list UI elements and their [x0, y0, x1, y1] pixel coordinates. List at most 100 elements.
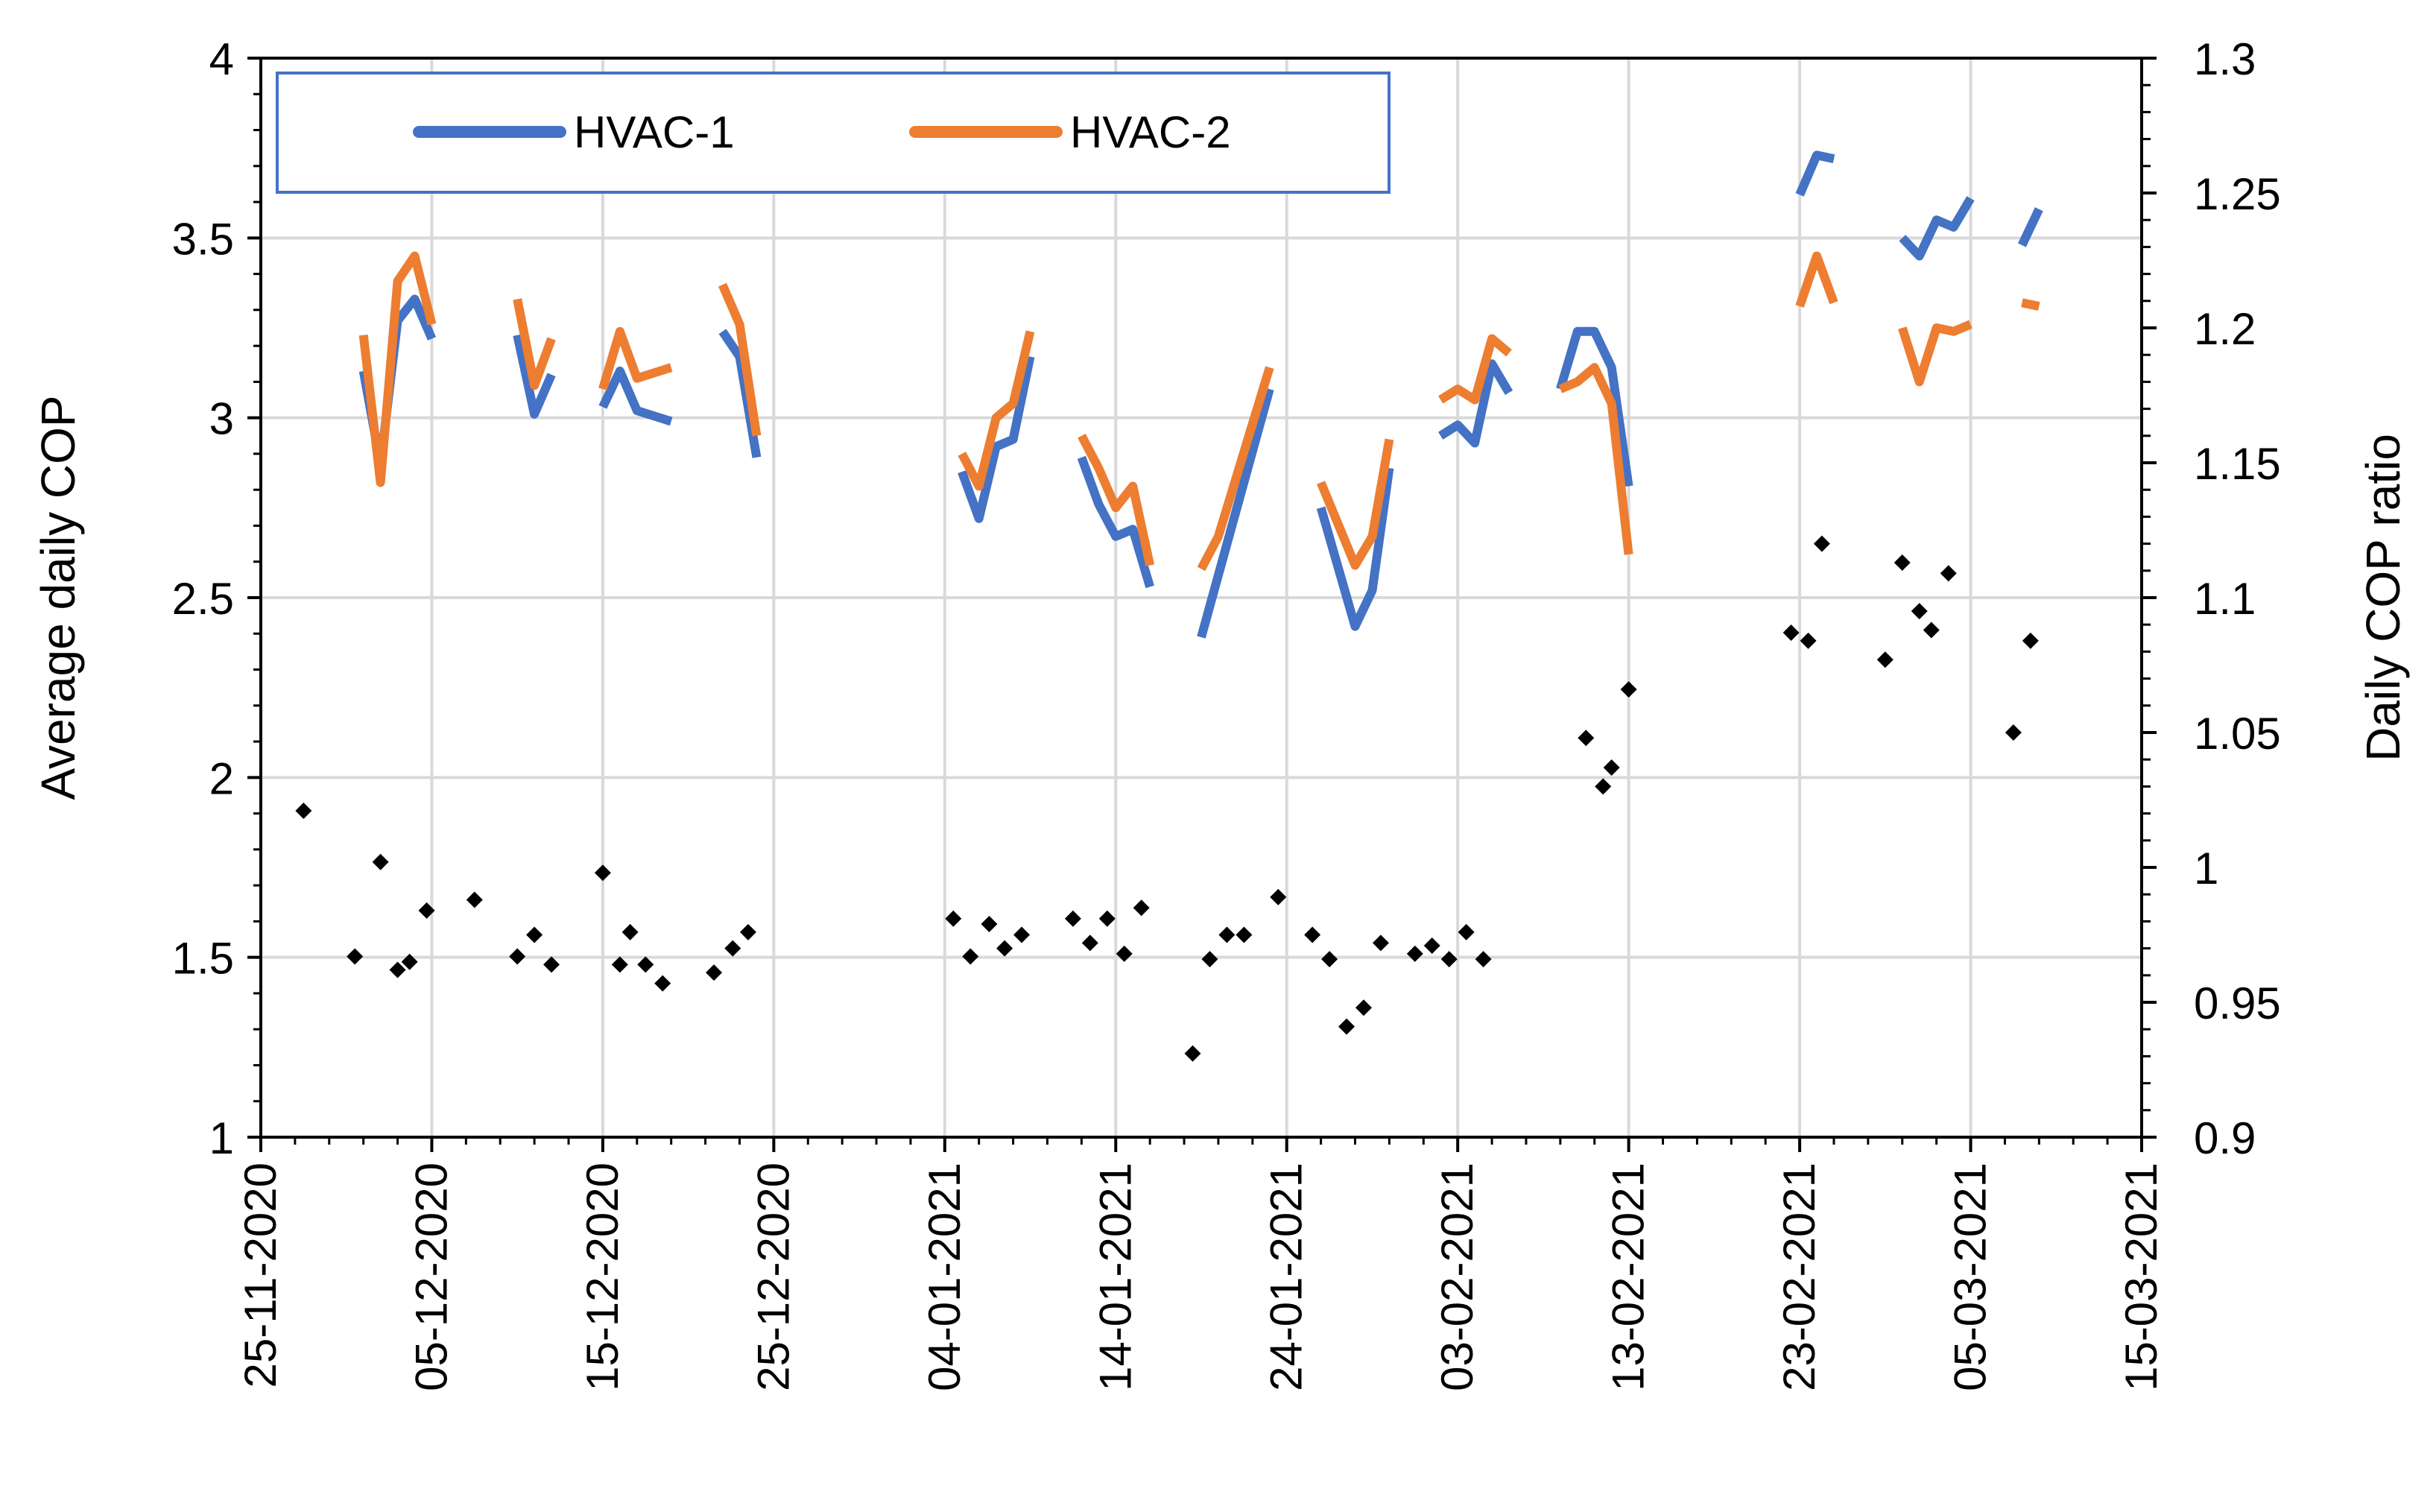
- ratio-point: [347, 948, 364, 965]
- x-tick-label: 24-01-2021: [1262, 1163, 1312, 1391]
- ratio-point: [2022, 632, 2039, 649]
- legend-label-hvac-2: HVAC-2: [1070, 107, 1231, 157]
- ratio-point: [1321, 951, 1338, 968]
- series-line-hvac-1: [2017, 207, 2043, 247]
- series-line-hvac-2: [718, 282, 762, 437]
- ratio-point: [611, 956, 628, 973]
- series-line-hvac-1: [1077, 455, 1154, 589]
- ratio-point: [1270, 888, 1287, 905]
- ratio-point: [1081, 934, 1098, 952]
- ratio-point: [1876, 651, 1894, 668]
- y2-tick-label: 1.1: [2194, 574, 2256, 624]
- y2-axis-title: Daily COP ratio: [2356, 434, 2410, 762]
- ratio-point: [594, 864, 611, 882]
- ratio-point: [1578, 730, 1595, 747]
- ratio-point: [1372, 934, 1389, 952]
- y-tick-label: 2.5: [172, 574, 234, 624]
- y2-tick-label: 1.3: [2194, 34, 2256, 84]
- y2-tick-label: 0.9: [2194, 1113, 2256, 1163]
- x-tick-label: 04-01-2021: [920, 1163, 969, 1391]
- x-tick-label: 05-03-2021: [1946, 1163, 1996, 1391]
- y-tick-label: 3.5: [172, 214, 234, 264]
- ratio-point: [1304, 926, 1321, 943]
- ratio-point: [389, 961, 406, 978]
- legend: HVAC-1 HVAC-2: [276, 72, 1391, 194]
- y2-tick-label: 1.15: [2194, 439, 2281, 489]
- ratio-point: [526, 926, 543, 943]
- ratio-point: [724, 940, 741, 957]
- x-tick-label: 25-12-2020: [748, 1163, 798, 1391]
- ratio-point: [1133, 899, 1150, 917]
- y-axis-title: Average daily COP: [31, 395, 85, 800]
- ratio-point: [295, 802, 312, 819]
- ratio-point: [981, 916, 998, 933]
- legend-label-hvac-1: HVAC-1: [574, 107, 735, 157]
- ratio-point: [1782, 624, 1800, 642]
- series-line-hvac-2: [1438, 334, 1512, 405]
- ratio-point: [1475, 951, 1492, 968]
- series-line-hvac-2: [513, 298, 556, 390]
- ratio-point: [1184, 1045, 1201, 1062]
- series-line-hvac-1: [1316, 467, 1394, 631]
- x-tick-label: 05-12-2020: [406, 1163, 456, 1391]
- ratio-point: [654, 975, 671, 992]
- series-line-hvac-2: [2021, 298, 2040, 311]
- x-tick-label: 03-02-2021: [1432, 1163, 1482, 1391]
- ratio-point: [945, 910, 962, 927]
- ratio-point: [466, 891, 483, 908]
- ratio-point: [1406, 945, 1423, 962]
- series-line-hvac-1: [1556, 326, 1633, 487]
- y2-tick-label: 1: [2194, 844, 2218, 893]
- ratio-point: [962, 948, 979, 965]
- series-line-hvac-2: [958, 330, 1035, 491]
- y-tick-label: 3: [209, 394, 234, 444]
- ratio-point: [1338, 1018, 1355, 1035]
- ratio-point: [1894, 554, 1911, 571]
- ratio-point: [1013, 926, 1031, 943]
- x-tick-label: 15-03-2021: [2116, 1163, 2166, 1391]
- series-line-hvac-2: [1197, 366, 1274, 572]
- ratio-point: [1458, 923, 1475, 940]
- ratio-point: [996, 940, 1013, 957]
- ratio-point: [1236, 926, 1253, 943]
- series-line-hvac-1: [1438, 359, 1513, 448]
- ratio-point: [1595, 778, 1612, 795]
- y-tick-label: 1.5: [172, 934, 234, 984]
- series-line-hvac-1: [1899, 196, 1975, 261]
- y2-tick-label: 1.2: [2194, 304, 2256, 354]
- ratio-point: [621, 923, 639, 940]
- y-tick-label: 1: [209, 1113, 234, 1163]
- y2-tick-label: 0.95: [2194, 978, 2281, 1028]
- ratio-point: [1116, 945, 1133, 962]
- ratio-point: [372, 853, 389, 870]
- ratio-point: [1620, 681, 1637, 698]
- series-line-hvac-1: [598, 366, 673, 426]
- ratio-point: [1355, 999, 1372, 1016]
- axes-layer: 25-11-2020 05-12-2020 15-12-2020 25-12-2020…: [172, 34, 2281, 1391]
- series-layer: [295, 151, 2043, 1062]
- series-line-hvac-1: [1197, 388, 1274, 639]
- ratio-point: [1940, 565, 1957, 582]
- ratio-point: [1800, 632, 1817, 649]
- ratio-point: [706, 964, 723, 981]
- series-line-hvac-2: [358, 251, 437, 487]
- series-line-hvac-1: [1795, 151, 1835, 197]
- ratio-point: [543, 956, 560, 973]
- x-tick-label: 15-12-2020: [578, 1163, 627, 1391]
- series-line-hvac-2: [1898, 320, 1972, 387]
- ratio-point: [1813, 535, 1830, 552]
- x-tick-label: 14-01-2021: [1090, 1163, 1140, 1391]
- ratio-point: [1440, 951, 1458, 968]
- ratio-point: [739, 923, 756, 940]
- y2-tick-label: 1.05: [2194, 709, 2281, 759]
- ratio-point: [1218, 926, 1236, 943]
- ratio-point: [509, 948, 526, 965]
- series-line-hvac-2: [1795, 251, 1838, 308]
- ratio-point: [1603, 759, 1620, 776]
- y-tick-label: 4: [209, 34, 234, 84]
- series-line-hvac-2: [1558, 363, 1633, 555]
- series-line-hvac-2: [1078, 433, 1155, 566]
- ratio-point: [1923, 621, 1940, 639]
